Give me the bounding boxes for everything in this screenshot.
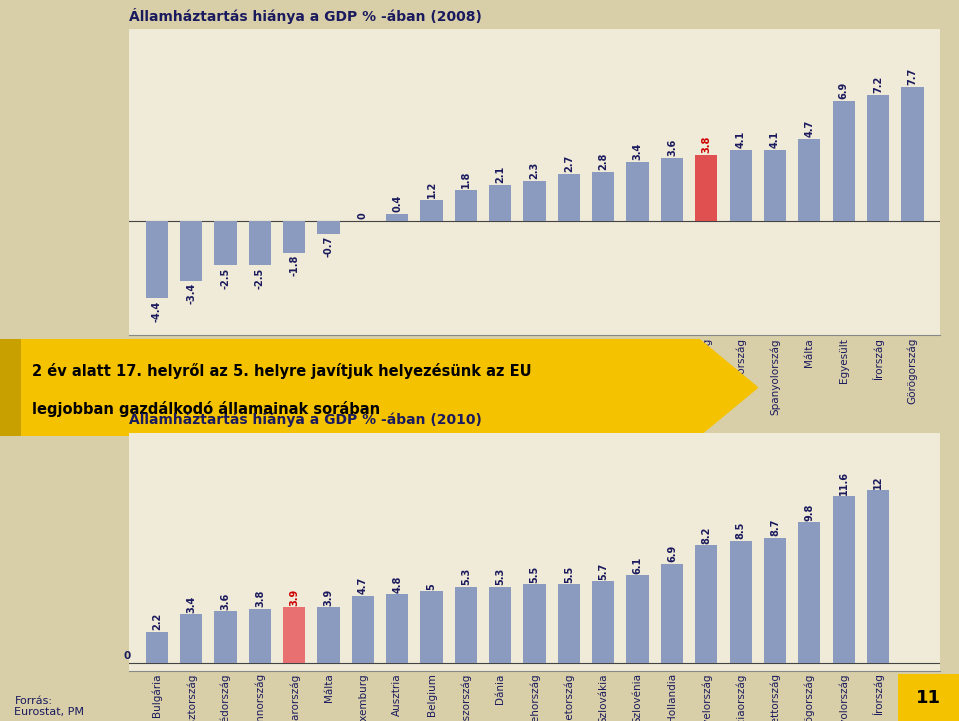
Text: 12: 12 (873, 475, 883, 489)
Text: 7.2: 7.2 (873, 76, 883, 93)
Bar (867, 95, 889, 221)
Bar (215, 611, 237, 663)
Bar (317, 607, 339, 663)
Bar (524, 584, 546, 663)
Bar (592, 581, 615, 663)
Bar (455, 587, 478, 663)
Bar (867, 490, 889, 663)
Bar (763, 538, 786, 663)
Bar (558, 584, 580, 663)
Bar (386, 214, 409, 221)
Text: -0.7: -0.7 (323, 236, 334, 257)
Text: 0: 0 (124, 651, 131, 661)
Text: -4.4: -4.4 (152, 301, 162, 322)
Text: 4.7: 4.7 (358, 577, 368, 594)
Bar (832, 496, 854, 663)
Bar (352, 596, 374, 663)
Text: 2.3: 2.3 (529, 162, 540, 179)
Text: 3.6: 3.6 (221, 593, 230, 610)
Bar (626, 575, 649, 663)
Bar (558, 174, 580, 221)
Text: 7.7: 7.7 (907, 67, 918, 84)
Text: 2.2: 2.2 (152, 613, 162, 630)
Bar (661, 564, 683, 663)
Text: 8.5: 8.5 (736, 522, 746, 539)
Text: 3.6: 3.6 (667, 139, 677, 156)
Bar (283, 221, 306, 253)
Text: 5.3: 5.3 (495, 568, 505, 585)
Bar (146, 632, 168, 663)
Bar (901, 87, 924, 221)
Text: 2.1: 2.1 (495, 165, 505, 182)
Bar (146, 221, 168, 298)
Text: 0.4: 0.4 (392, 195, 402, 213)
Text: 4.1: 4.1 (770, 131, 780, 148)
Text: 0: 0 (358, 213, 368, 219)
Bar (661, 159, 683, 221)
Text: 3.8: 3.8 (255, 590, 265, 607)
Text: 4.8: 4.8 (392, 575, 402, 593)
Bar (386, 594, 409, 663)
Bar (730, 150, 752, 221)
Text: 3.4: 3.4 (186, 596, 197, 613)
Bar (524, 181, 546, 221)
Text: 5.5: 5.5 (529, 565, 540, 583)
Text: 9.8: 9.8 (805, 503, 814, 521)
Text: -2.5: -2.5 (255, 267, 265, 288)
Text: 6.1: 6.1 (633, 557, 643, 574)
Text: 11.6: 11.6 (839, 471, 849, 495)
Bar (695, 155, 717, 221)
Text: 4.7: 4.7 (805, 120, 814, 137)
Bar (798, 522, 821, 663)
Text: -3.4: -3.4 (186, 283, 197, 304)
Bar (420, 591, 443, 663)
Text: 8.7: 8.7 (770, 519, 780, 536)
Bar (592, 172, 615, 221)
Text: Államháztartás hiánya a GDP % -ában (2010): Államháztartás hiánya a GDP % -ában (201… (129, 411, 482, 428)
Bar (248, 609, 271, 663)
Bar (489, 587, 511, 663)
Text: 5.3: 5.3 (461, 568, 471, 585)
Text: 5: 5 (427, 583, 436, 590)
Bar (626, 162, 649, 221)
Text: 2 év alatt 17. helyről az 5. helyre javítjuk helyezésünk az EU: 2 év alatt 17. helyről az 5. helyre javí… (33, 363, 532, 379)
Bar (180, 614, 202, 663)
Bar (730, 541, 752, 663)
Text: 8.2: 8.2 (701, 526, 712, 544)
Bar (420, 200, 443, 221)
Text: legjobban gazdálkodó államainak sorában: legjobban gazdálkodó államainak sorában (33, 401, 381, 417)
Text: 3.8: 3.8 (701, 136, 712, 153)
Text: Államháztartás hiánya a GDP % -ában (2008): Államháztartás hiánya a GDP % -ában (200… (129, 7, 482, 24)
Text: -1.8: -1.8 (290, 255, 299, 276)
Text: 2.7: 2.7 (564, 155, 574, 172)
Text: 5.7: 5.7 (598, 562, 608, 580)
Bar (695, 545, 717, 663)
Text: 1.8: 1.8 (461, 170, 471, 188)
Text: 11: 11 (916, 689, 941, 707)
Bar (215, 221, 237, 265)
Polygon shape (21, 339, 758, 436)
Text: 2.8: 2.8 (598, 153, 608, 170)
Text: 3.9: 3.9 (290, 588, 299, 606)
Bar (317, 221, 339, 234)
Text: 5.5: 5.5 (564, 565, 574, 583)
Bar (832, 101, 854, 221)
Bar (283, 607, 306, 663)
Bar (455, 190, 478, 221)
Bar (180, 221, 202, 281)
Bar (489, 185, 511, 221)
Bar (763, 150, 786, 221)
Text: 3.9: 3.9 (323, 588, 334, 606)
Text: 6.9: 6.9 (839, 81, 849, 99)
Text: 1.2: 1.2 (427, 181, 436, 198)
Text: 6.9: 6.9 (667, 545, 677, 562)
Text: Forrás:
Eurostat, PM: Forrás: Eurostat, PM (14, 696, 84, 717)
Bar (798, 139, 821, 221)
Text: 3.4: 3.4 (633, 143, 643, 160)
Bar (248, 221, 271, 265)
Text: 4.1: 4.1 (736, 131, 746, 148)
Text: -2.5: -2.5 (221, 267, 230, 288)
